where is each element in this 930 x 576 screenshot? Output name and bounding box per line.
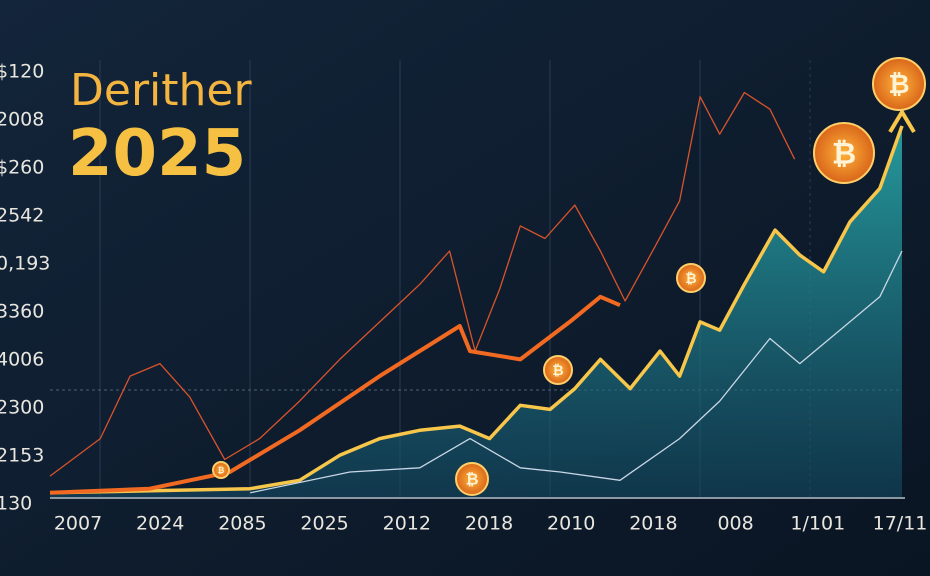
coin <box>676 263 706 293</box>
x-tick-label: 17/11 <box>873 513 928 535</box>
coin-symbol: ₿ <box>218 466 225 475</box>
coin <box>872 57 926 111</box>
x-tick-label: 2085 <box>218 513 266 535</box>
coin <box>813 122 875 184</box>
line <box>49 91 796 477</box>
x-tick-label: 2018 <box>629 513 677 535</box>
chart-title: Derither <box>70 65 252 116</box>
y-tick-label: 4006 <box>0 349 44 371</box>
y-tick-label: 2300 <box>0 397 44 419</box>
x-tick-label: 008 <box>717 513 753 535</box>
y-tick-label: 2008 <box>0 109 44 131</box>
coin-symbol: ₿ <box>552 363 563 379</box>
line <box>49 294 621 495</box>
arrow <box>888 108 916 134</box>
y-tick-label: 3360 <box>0 301 44 323</box>
area <box>50 125 902 498</box>
x-tick-label: 2012 <box>383 513 431 535</box>
coin-symbol: ₿ <box>465 470 478 489</box>
y-tick-label: 0,193 <box>0 253 50 275</box>
x-tick-label: 1/101 <box>790 513 845 535</box>
y-tick-label: $120 <box>0 61 44 83</box>
coin-symbol: ₿ <box>888 70 909 100</box>
x-tick-label: 2007 <box>54 513 102 535</box>
line <box>49 125 904 495</box>
coin-symbol: ₿ <box>685 271 696 287</box>
plot <box>49 91 904 498</box>
x-tick-label: 2010 <box>547 513 595 535</box>
x-tick-label: 2024 <box>136 513 184 535</box>
y-tick-label: 130 <box>0 493 32 515</box>
coin <box>212 461 230 479</box>
line <box>250 250 903 494</box>
y-tick-label: $260 <box>0 157 44 179</box>
x-tick-label: 2025 <box>300 513 348 535</box>
chart-subtitle: 2025 <box>68 117 246 191</box>
coin <box>455 462 489 496</box>
y-tick-label: 2542 <box>0 205 44 227</box>
coin-symbol: ₿ <box>832 137 856 172</box>
y-tick-label: 2153 <box>0 445 44 467</box>
coin <box>543 355 573 385</box>
x-tick-label: 2018 <box>465 513 513 535</box>
